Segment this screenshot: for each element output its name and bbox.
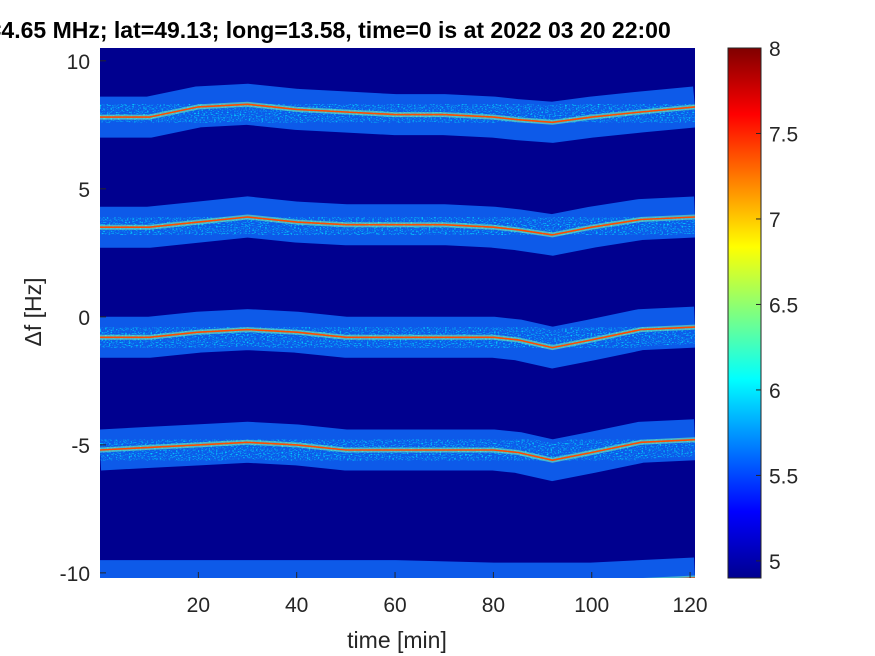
colorbar-tick-label: 6.5 bbox=[769, 294, 798, 317]
colorbar bbox=[727, 47, 762, 579]
chart-title: =4.65 MHz; lat=49.13; long=13.58, time=0… bbox=[0, 17, 671, 43]
doppler-band-glow bbox=[100, 557, 695, 578]
x-tick-label: 20 bbox=[187, 594, 210, 617]
doppler-band-core bbox=[642, 575, 695, 578]
x-tick-label: 40 bbox=[285, 594, 308, 617]
colorbar-ticks: 5 5.5 6 6.5 7 7.5 8 bbox=[756, 38, 798, 574]
doppler-trace-line bbox=[100, 438, 695, 462]
doppler-band-speckle bbox=[100, 561, 695, 578]
colorbar-tick-label: 8 bbox=[769, 38, 781, 61]
x-tick-label: 60 bbox=[383, 594, 406, 617]
colorbar-tick-label: 6 bbox=[769, 380, 781, 403]
x-axis-label: time [min] bbox=[347, 627, 447, 653]
y-tick-label: 5 bbox=[78, 179, 90, 202]
y-tick-label: -10 bbox=[60, 563, 90, 586]
colorbar-tick-label: 5 bbox=[769, 551, 781, 574]
y-tick-label: 10 bbox=[67, 51, 90, 74]
doppler-trace-line bbox=[678, 577, 695, 578]
y-tick-label: 0 bbox=[78, 307, 90, 330]
x-axis-ticks: 20 40 60 80 100 120 bbox=[187, 572, 708, 617]
doppler-trace-line bbox=[100, 216, 695, 236]
y-axis-ticks: -10 -5 0 5 10 bbox=[60, 51, 106, 586]
colorbar-tick-label: 5.5 bbox=[769, 465, 798, 488]
colorbar-tick-label: 7.5 bbox=[769, 123, 798, 146]
x-tick-label: 80 bbox=[482, 594, 505, 617]
x-tick-label: 100 bbox=[574, 594, 609, 617]
colorbar-tick-label: 7 bbox=[769, 209, 781, 232]
y-axis-label: Δf [Hz] bbox=[20, 277, 46, 346]
doppler-trace-line bbox=[100, 326, 695, 349]
x-tick-label: 120 bbox=[673, 594, 708, 617]
y-tick-label: -5 bbox=[71, 435, 90, 458]
doppler-trace-line bbox=[100, 103, 695, 124]
